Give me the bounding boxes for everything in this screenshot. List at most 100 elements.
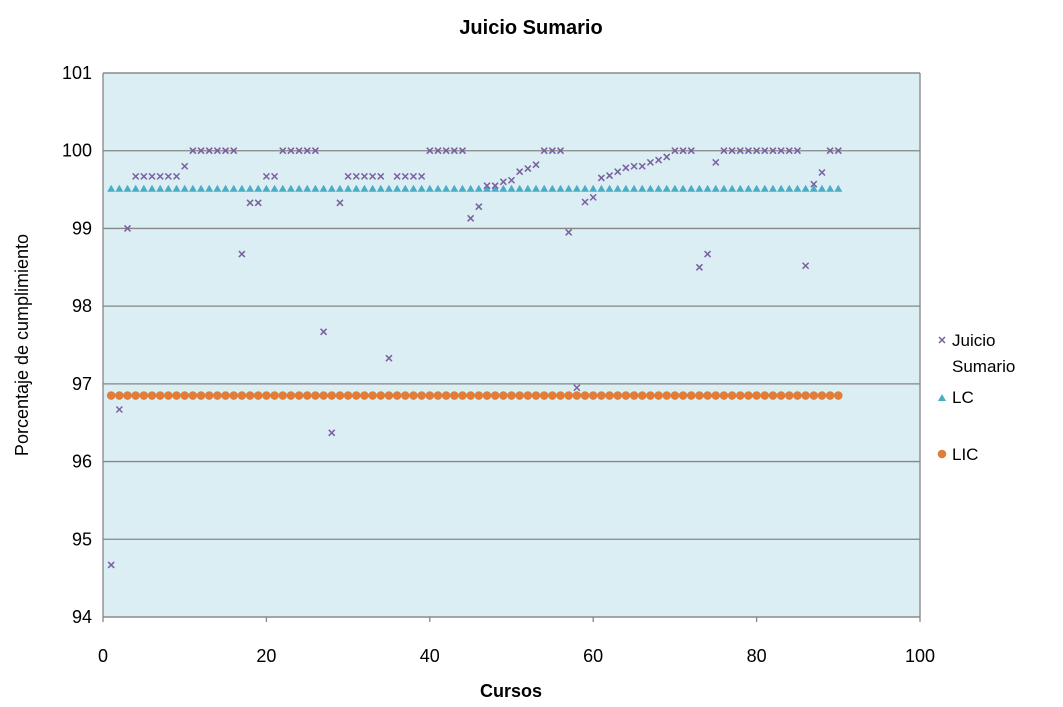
data-point-lic [499, 391, 508, 400]
data-point-juicio-sumario [295, 147, 303, 155]
data-point-lc [286, 184, 295, 192]
legend-label-sumario: Sumario [952, 357, 1015, 376]
data-point-juicio-sumario [148, 172, 156, 180]
data-point-lic [801, 391, 810, 400]
data-point-lc [180, 184, 189, 192]
data-point-lic [311, 391, 320, 400]
data-point-juicio-sumario [565, 228, 573, 236]
data-point-juicio-sumario [181, 162, 189, 170]
data-point-lic [147, 391, 157, 400]
data-point-lc [589, 184, 598, 192]
data-point-lc [801, 184, 810, 192]
data-point-juicio-sumario [499, 178, 507, 186]
data-point-lic [523, 391, 533, 400]
data-point-lic [115, 391, 124, 400]
data-point-lic [735, 391, 745, 400]
data-point-lic [319, 391, 328, 400]
data-point-lic [539, 391, 549, 400]
legend-item-juicio-sumario: Juicio Sumario [938, 331, 1015, 376]
data-point-lc [262, 184, 271, 192]
data-point-lc [581, 184, 590, 192]
legend-marker-circle [937, 449, 947, 459]
data-point-lc [205, 184, 214, 192]
data-point-lc [360, 184, 369, 192]
data-point-lc [417, 184, 426, 192]
data-point-juicio-sumario [450, 147, 458, 155]
data-point-juicio-sumario [213, 147, 221, 155]
data-point-lc [613, 184, 622, 192]
data-point-lic [466, 391, 475, 400]
data-point-juicio-sumario [679, 147, 687, 155]
data-point-lic [172, 391, 181, 400]
data-point-lic [376, 391, 386, 400]
data-point-juicio-sumario [646, 158, 654, 166]
data-point-lc [491, 184, 500, 192]
data-point-juicio-sumario [540, 147, 548, 155]
legend: Juicio Sumario LC LIC [937, 331, 1015, 464]
data-point-juicio-sumario [475, 203, 483, 211]
data-point-lic [433, 391, 443, 400]
data-point-lic [458, 391, 467, 400]
data-point-juicio-sumario [246, 199, 254, 207]
data-point-lic [262, 391, 271, 400]
data-point-lc [499, 184, 508, 192]
data-point-juicio-sumario [606, 172, 614, 180]
data-point-lc [466, 184, 475, 192]
data-point-juicio-sumario [164, 172, 172, 180]
data-point-juicio-sumario [369, 172, 377, 180]
data-point-lic [490, 391, 500, 400]
data-point-juicio-sumario [311, 147, 319, 155]
data-point-lc [188, 184, 197, 192]
tick-labels: 94 95 96 97 98 99 100 101 0 20 40 60 80 100 [62, 63, 935, 666]
data-point-juicio-sumario [532, 161, 540, 169]
data-point-lic [727, 391, 737, 400]
data-point-lic [343, 391, 353, 400]
data-point-lic [686, 391, 696, 400]
data-point-lic [678, 391, 688, 400]
data-point-lic [417, 391, 426, 400]
data-point-juicio-sumario [418, 172, 426, 180]
data-point-lic [335, 391, 345, 400]
data-point-lc [270, 184, 279, 192]
data-point-lc [237, 184, 246, 192]
data-point-lc [736, 184, 745, 192]
data-point-juicio-sumario [638, 162, 646, 170]
data-point-lc [368, 184, 377, 192]
series-lc [107, 184, 843, 192]
data-point-juicio-sumario [271, 172, 279, 180]
data-point-lc [605, 184, 614, 192]
data-point-lc [482, 184, 491, 192]
data-point-lic [106, 391, 116, 400]
data-point-lic [229, 391, 239, 400]
data-point-lic [270, 391, 279, 400]
data-point-lc [409, 184, 418, 192]
data-point-juicio-sumario [622, 164, 630, 172]
data-point-juicio-sumario [785, 147, 793, 155]
data-point-lc [221, 184, 230, 192]
data-point-juicio-sumario [810, 180, 818, 188]
data-point-lic [662, 391, 672, 400]
data-point-juicio-sumario [230, 147, 238, 155]
data-point-lic [253, 391, 263, 400]
x-axis-title: Cursos [480, 681, 542, 701]
data-point-lic [441, 391, 451, 400]
data-point-juicio-sumario [663, 153, 671, 161]
data-point-lic [670, 391, 680, 400]
data-point-juicio-sumario [352, 172, 360, 180]
data-point-lc [638, 184, 647, 192]
data-point-juicio-sumario [262, 172, 270, 180]
data-point-lc [433, 184, 442, 192]
data-point-lc [711, 184, 720, 192]
data-point-juicio-sumario [736, 147, 744, 155]
data-point-lic [793, 391, 802, 400]
data-point-lc [303, 184, 312, 192]
data-point-lic [237, 391, 247, 400]
data-point-lc [540, 184, 549, 192]
data-point-juicio-sumario [655, 156, 663, 164]
data-point-juicio-sumario [818, 168, 826, 177]
data-point-lc [442, 184, 451, 192]
y-tick-label: 99 [72, 218, 92, 238]
data-point-lc [131, 184, 140, 192]
data-point-juicio-sumario [507, 176, 516, 184]
